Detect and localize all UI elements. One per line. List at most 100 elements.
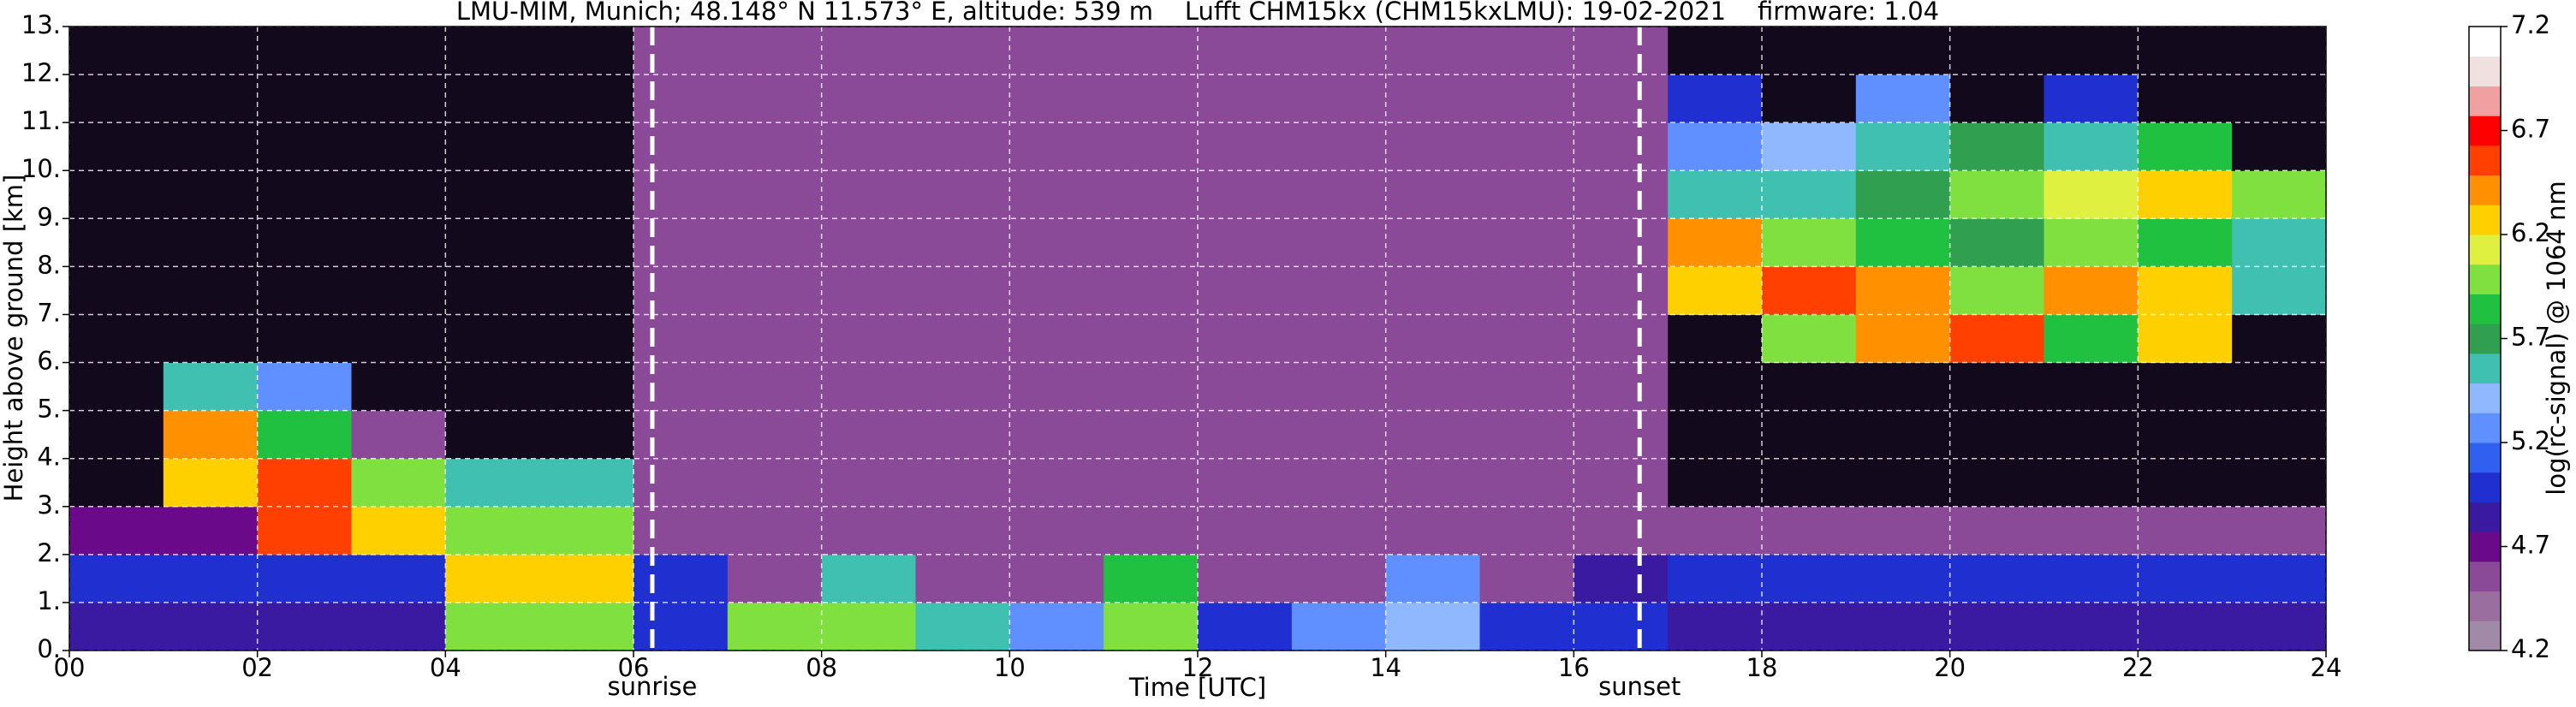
heatmap-cell [1949, 554, 2044, 603]
heatmap-cell [351, 362, 446, 412]
heatmap-cell [2044, 218, 2139, 267]
heatmap-cell [539, 602, 634, 651]
heatmap-cell [1479, 602, 1574, 651]
colorbar-tick-label: 6.7 [2511, 115, 2550, 144]
heatmap-cell [2232, 362, 2327, 412]
colorbar-segment [2469, 561, 2501, 592]
heatmap-cell [163, 27, 259, 75]
x-tick-label: 14 [1370, 653, 1401, 682]
x-tick-label: 02 [241, 653, 273, 682]
heatmap-cell [1668, 266, 1763, 315]
y-tick-label: 1. [37, 586, 61, 615]
heatmap-cell [351, 122, 446, 171]
heatmap-cell [1198, 122, 1293, 171]
heatmap-cell [1009, 362, 1104, 412]
heatmap-cell [2044, 74, 2139, 123]
heatmap-cell [257, 266, 352, 315]
heatmap-cell [1855, 410, 1951, 460]
heatmap-cell [1291, 458, 1387, 508]
heatmap-cell [1668, 27, 1763, 75]
heatmap-cell [1009, 74, 1104, 123]
heatmap-cell [2044, 362, 2139, 412]
heatmap-cell [634, 506, 729, 556]
chart-title: LMU-MIM, Munich; 48.148° N 11.573° E, al… [456, 0, 1939, 26]
heatmap-cell [445, 266, 540, 315]
heatmap-cell [1949, 410, 2044, 460]
heatmap-cell [1574, 458, 1669, 508]
y-tick-label: 13. [21, 10, 61, 39]
heatmap-cell [2232, 170, 2327, 219]
heatmap-cell [1104, 74, 1199, 123]
x-tick-label: 00 [54, 653, 86, 682]
heatmap-cell [2044, 122, 2139, 171]
heatmap-cell [445, 554, 540, 603]
heatmap-cell [634, 458, 729, 508]
heatmap-cell [1574, 170, 1669, 219]
heatmap-cell [1855, 506, 1951, 556]
heatmap-cell [1291, 266, 1387, 315]
heatmap-cell [634, 554, 729, 603]
heatmap-cell [351, 314, 446, 364]
heatmap-cell [1009, 506, 1104, 556]
heatmap-cell [1855, 602, 1951, 651]
heatmap-cell [1009, 458, 1104, 508]
heatmap-cell [69, 27, 164, 75]
heatmap-cell [1949, 314, 2044, 364]
heatmap-cell [539, 410, 634, 460]
heatmap-cell [1009, 27, 1104, 75]
heatmap-cell [1668, 170, 1763, 219]
heatmap-cell [1104, 506, 1199, 556]
colorbar-label: log(rc-signal) @ 1064 nm [2542, 181, 2571, 495]
heatmap-cell [351, 27, 446, 75]
heatmap-cell [257, 362, 352, 412]
heatmap-cell [727, 554, 823, 603]
heatmap-cell [351, 554, 446, 603]
heatmap-cell [821, 266, 916, 315]
heatmap-cell [1385, 218, 1480, 267]
heatmap-cell [1009, 554, 1104, 603]
heatmap-cell [727, 362, 823, 412]
heatmap-cell [727, 122, 823, 171]
heatmap-cell [163, 218, 259, 267]
y-tick-label: 12. [21, 58, 61, 87]
heatmap-cell [821, 602, 916, 651]
heatmap-cell [351, 458, 446, 508]
heatmap-cell [1855, 266, 1951, 315]
heatmap-cell [1574, 362, 1669, 412]
heatmap-cell [1198, 458, 1293, 508]
y-tick-label: 5. [37, 395, 61, 424]
colorbar-tick-label: 4.2 [2511, 634, 2550, 663]
heatmap-cell [727, 27, 823, 75]
x-tick-label: 18 [1746, 653, 1778, 682]
heatmap-cell [821, 410, 916, 460]
heatmap-cell [2232, 506, 2327, 556]
heatmap-cell [1762, 458, 1857, 508]
y-tick-label: 8. [37, 250, 61, 279]
heatmap-cell [163, 266, 259, 315]
heatmap-cell [1949, 74, 2044, 123]
heatmap-cell [915, 554, 1010, 603]
heatmap-cell [1479, 458, 1574, 508]
heatmap-cell [1198, 266, 1293, 315]
heatmap-cell [1385, 506, 1480, 556]
heatmap-cell [445, 218, 540, 267]
heatmap-cell [163, 170, 259, 219]
heatmap-cell [2232, 27, 2327, 75]
heatmap-cell [1762, 74, 1857, 123]
y-axis-label: Height above ground [km] [0, 175, 28, 502]
heatmap-cell [539, 74, 634, 123]
heatmap-cell [1668, 314, 1763, 364]
heatmap-cell [445, 506, 540, 556]
heatmap-cell [915, 266, 1010, 315]
colorbar-segment [2469, 383, 2501, 413]
heatmap-cell [1574, 122, 1669, 171]
heatmap-cell [1949, 362, 2044, 412]
colorbar-segment [2469, 413, 2501, 443]
heatmap-cell [1949, 122, 2044, 171]
heatmap-cell [257, 458, 352, 508]
heatmap-cell [821, 554, 916, 603]
heatmap-cell [1104, 218, 1199, 267]
colorbar-segment [2469, 145, 2501, 176]
heatmap-cell [634, 27, 729, 75]
